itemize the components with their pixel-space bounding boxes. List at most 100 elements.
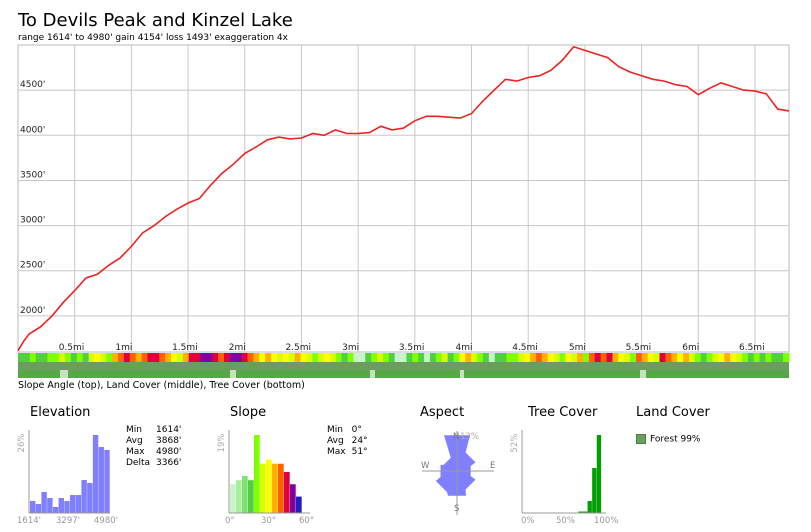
slope-strip-segment [594, 353, 602, 362]
slope-strip-segment [488, 353, 496, 362]
x-tick-label: 1mi [115, 343, 132, 353]
slope-strip-segment [106, 353, 113, 362]
tree-cover-histogram: 52% 0% 50% 100% [510, 430, 618, 525]
slope-strip-segment [23, 353, 31, 362]
tree-strip-gap [460, 370, 464, 378]
elevation-x-label-mid: 3297' [56, 516, 80, 525]
tree-x-label-max: 100% [594, 516, 618, 525]
slope-stats: Min 0° Avg 24° Max 51° [327, 425, 374, 458]
histogram-bar [30, 501, 36, 513]
slope-strip-segment [312, 353, 319, 362]
elevation-line [17, 45, 790, 352]
slope-strip-segment [41, 353, 49, 362]
x-tick-label: 5.5mi [626, 343, 652, 353]
histogram-bar [87, 483, 93, 513]
histogram-bar [75, 495, 82, 513]
histogram-bar [587, 501, 592, 513]
slope-strip-segment [747, 353, 755, 362]
x-tick-label: 3.5mi [399, 343, 425, 353]
slope-strip-segment [459, 353, 466, 362]
slope-strip-segment [588, 353, 596, 362]
slope-strip-segment [753, 353, 761, 362]
slope-strip-segment [282, 353, 290, 362]
stat-label: Avg [327, 436, 344, 446]
profile-summary: range 1614' to 4980' gain 4154' loss 149… [18, 33, 288, 43]
slope-x-label-min: 0° [225, 516, 235, 525]
land-cover-legend-label: Forest 99% [650, 434, 701, 445]
slope-strip-segment [559, 353, 566, 362]
slope-strip-segment [100, 353, 107, 362]
aspect-rose: N 13% E W S [421, 431, 495, 515]
histogram-bar [81, 480, 87, 513]
histogram-bar [230, 484, 236, 513]
histogram-bar [592, 468, 597, 513]
x-tick-label: 2.5mi [285, 343, 311, 353]
plot-frame [17, 44, 790, 353]
y-tick-label: 2500' [20, 261, 45, 271]
slope-strip-segment [218, 353, 225, 362]
histogram-bar [35, 504, 42, 513]
stat-value: 51° [351, 447, 368, 457]
slope-strip-segment [612, 353, 619, 362]
slope-strip-segment [547, 353, 555, 362]
x-tick-label: 6.5mi [739, 343, 765, 353]
slope-strip-segment [571, 353, 578, 362]
slope-strip-segment [265, 353, 272, 362]
slope-strip-segment [212, 353, 219, 362]
slope-strip-segment [518, 353, 525, 362]
slope-strip-segment [447, 353, 455, 362]
slope-strip-segment [141, 353, 149, 362]
elevation-histogram: 26% 1614' 3297' 4980' [17, 430, 118, 525]
y-tick-label: 3500' [20, 170, 45, 180]
tree-strip-gap [640, 370, 646, 378]
slope-strip-segment [530, 353, 537, 362]
slope-strip-segment [53, 353, 60, 362]
aspect-panel-title: Aspect [420, 405, 465, 420]
slope-strip-segment [35, 353, 43, 362]
slope-strip-segment [777, 353, 784, 362]
slope-strip-segment [653, 353, 661, 362]
slope-strip-segment [94, 353, 101, 362]
slope-strip-segment [359, 353, 366, 362]
stat-label: Min [327, 425, 343, 435]
elevation-x-label-min: 1614' [17, 516, 41, 525]
slope-strip-segment [736, 353, 743, 362]
histogram-bar [41, 492, 47, 513]
histogram-bar [290, 484, 296, 513]
slope-strip-segment [471, 353, 478, 362]
slope-strip-segment [647, 353, 655, 362]
stat-value: 3366' [156, 458, 182, 468]
histogram-bar [272, 463, 278, 513]
slope-strip-segment [76, 353, 84, 362]
slope-x-label-max: 60° [299, 516, 314, 525]
histogram-bar [64, 501, 70, 513]
slope-strip-segment [18, 353, 25, 362]
histogram-bar [260, 463, 266, 513]
tree-cover-panel-title: Tree Cover [528, 405, 598, 420]
slope-strip-segment [683, 353, 690, 362]
slope-strip-segment [688, 353, 696, 362]
slope-histogram: 19% 0° 30° 60° [217, 430, 314, 525]
slope-strip-segment [118, 353, 125, 362]
slope-strip-segment [382, 353, 390, 362]
slope-strip-segment [259, 353, 266, 362]
slope-strip-segment [730, 353, 737, 362]
stat-value: 4980' [156, 447, 182, 457]
histogram-bar [578, 511, 583, 513]
slope-strip-segment [377, 353, 384, 362]
stat-value: 0° [351, 425, 362, 435]
slope-strip-segment [724, 353, 731, 362]
slope-strip-segment [741, 353, 749, 362]
slope-strip-segment [465, 353, 472, 362]
slope-strip-segment [47, 353, 54, 362]
x-tick-label: 5mi [569, 343, 586, 353]
x-tick-label: 1.5mi [172, 343, 198, 353]
slope-strip-segment [341, 353, 349, 362]
histogram-bar [70, 495, 76, 513]
y-tick-label: 4500' [20, 80, 45, 90]
histogram-bar [278, 463, 284, 513]
tree-strip-gap [370, 370, 375, 378]
land-cover-legend: Forest 99% [636, 434, 700, 445]
slope-strip-segment [577, 353, 584, 362]
histogram-bar [248, 480, 254, 513]
